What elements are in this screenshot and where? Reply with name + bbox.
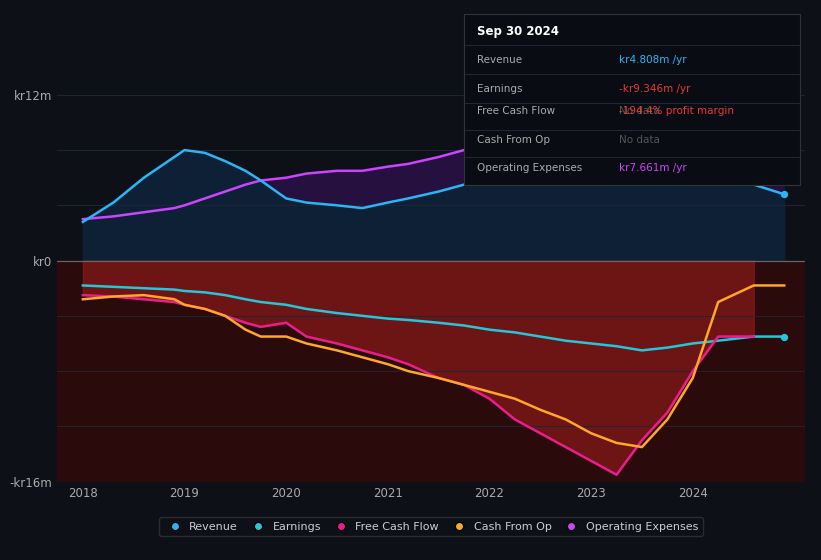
- Text: No data: No data: [619, 106, 659, 116]
- Point: [777, 190, 791, 199]
- Text: kr4.808m /yr: kr4.808m /yr: [619, 55, 686, 65]
- Text: Revenue: Revenue: [477, 55, 522, 65]
- Text: kr7.661m /yr: kr7.661m /yr: [619, 163, 686, 172]
- Text: -194.4% profit margin: -194.4% profit margin: [619, 106, 734, 116]
- Text: No data: No data: [619, 134, 659, 144]
- Text: Free Cash Flow: Free Cash Flow: [477, 106, 556, 116]
- Text: Sep 30 2024: Sep 30 2024: [477, 25, 559, 38]
- Text: Earnings: Earnings: [477, 84, 523, 94]
- Point: [777, 332, 791, 341]
- Text: -kr9.346m /yr: -kr9.346m /yr: [619, 84, 690, 94]
- Point: [777, 150, 791, 158]
- Text: Operating Expenses: Operating Expenses: [477, 163, 583, 172]
- Bar: [57, 260, 805, 482]
- Legend: Revenue, Earnings, Free Cash Flow, Cash From Op, Operating Expenses: Revenue, Earnings, Free Cash Flow, Cash …: [159, 517, 703, 536]
- Text: Cash From Op: Cash From Op: [477, 134, 550, 144]
